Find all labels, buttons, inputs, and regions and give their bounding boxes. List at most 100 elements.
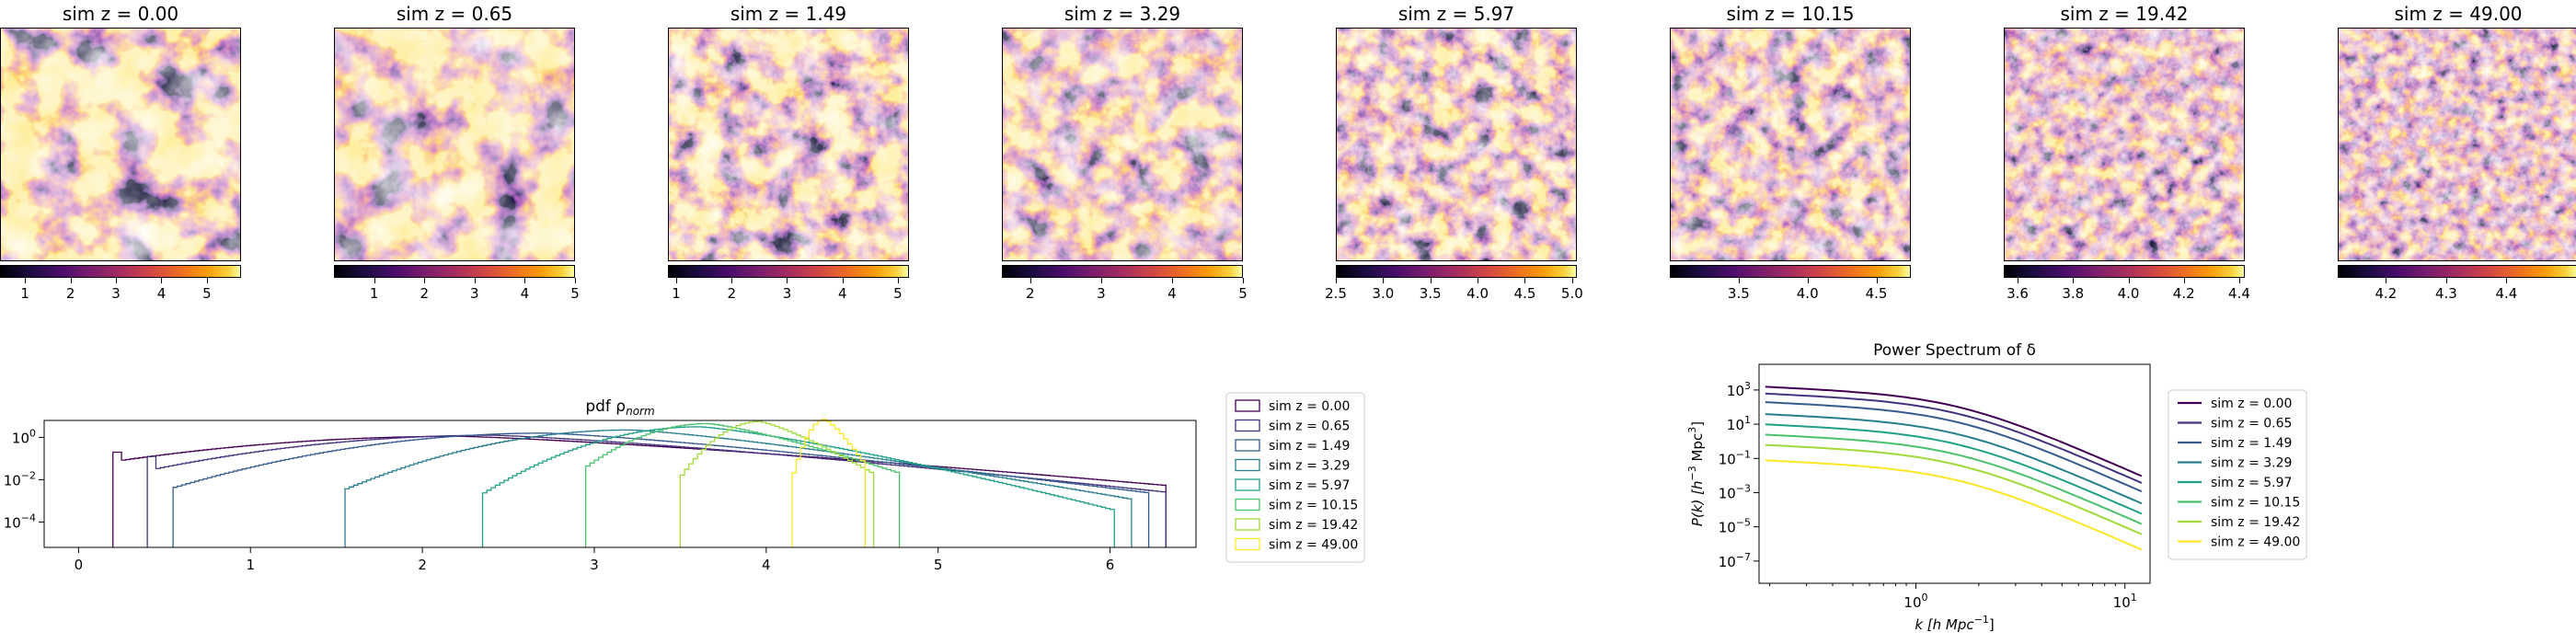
colorbar-tick: [897, 278, 899, 283]
colorbar-ticks: 4.2 4.3 4.4: [2338, 278, 2576, 305]
ps-series-line: [1765, 413, 2143, 505]
ps-title: Power Spectrum of δ: [1873, 341, 2036, 360]
colorbar: [668, 265, 909, 278]
hist-legend: sim z = 0.00 sim z = 0.65 sim z = 1.49 sim …: [1225, 392, 1365, 563]
colorbar: [334, 265, 575, 278]
colorbar-tick-label: 5: [570, 285, 580, 302]
colorbar-tick: [1171, 278, 1173, 283]
ps-series-line: [1765, 433, 2143, 525]
ps-legend-label: sim z = 3.29: [2211, 456, 2292, 471]
ps-series-line: [1765, 443, 2143, 535]
map-title: sim z = 0.65: [396, 3, 513, 25]
ps-legend-label: sim z = 1.49: [2211, 436, 2292, 451]
density-field: [2005, 29, 2244, 260]
colorbar-ticks: 1 2 3 4 5: [334, 278, 580, 305]
density-map-image: [0, 28, 241, 261]
hist-xtick-label: 1: [246, 557, 255, 573]
colorbar-tick-label: 3: [111, 285, 121, 302]
colorbar-tick: [1430, 278, 1432, 283]
density-map-panel: sim z = 1.49 1 2 3 4 5: [668, 0, 909, 313]
hist-legend-frame: [1225, 392, 1365, 563]
colorbar-tick-label: 3.8: [2062, 285, 2085, 302]
map-title: sim z = 3.29: [1064, 3, 1181, 25]
map-title: sim z = 1.49: [730, 3, 847, 25]
ps-ytick-label: 10−7: [1719, 551, 1751, 570]
density-field: [2339, 29, 2576, 260]
colorbar-tick-label: 4.3: [2434, 285, 2457, 302]
colorbar-tick: [524, 278, 526, 283]
colorbar-ticks: 1 2 3 4 5: [0, 278, 241, 305]
density-map-panel: sim z = 19.42 3.6 3.8 4.0 4.2 4.4: [2004, 0, 2250, 313]
density-map-image: [1670, 28, 1911, 261]
hist-series-step: [172, 432, 1150, 547]
ps-xlabel: k [h Mpc−1]: [1915, 614, 1994, 633]
ps-xtick-label: 100: [1903, 592, 1927, 611]
hist-legend-swatch: [1235, 399, 1260, 412]
hist-legend-swatch: [1235, 537, 1260, 551]
density-field: [1671, 29, 1910, 260]
colorbar-tick: [2073, 278, 2075, 283]
colorbar-tick-label: 3: [782, 285, 792, 302]
colorbar: [1670, 265, 1911, 278]
colorbar-tick-label: 3.0: [1372, 285, 1395, 302]
colorbar-tick: [25, 278, 27, 283]
hist-xtick-label: 5: [934, 557, 943, 573]
ps-series-line: [1765, 392, 2143, 484]
hist-legend-label: sim z = 19.42: [1269, 518, 1358, 533]
density-map-panel: sim z = 0.00 1 2 3 4 5: [0, 0, 241, 313]
colorbar-tick-label: 4.4: [2495, 285, 2518, 302]
hist-legend-label: sim z = 3.29: [1269, 459, 1350, 474]
map-title: sim z = 10.15: [1726, 3, 1855, 25]
density-map-image: [2338, 28, 2576, 261]
colorbar-tick: [2506, 278, 2508, 283]
colorbar-tick-label: 5: [893, 285, 903, 302]
colorbar-tick-label: 3: [470, 285, 479, 302]
colorbar-tick: [1100, 278, 1102, 283]
colorbar-tick: [2183, 278, 2185, 283]
ps-series-line: [1765, 459, 2143, 551]
colorbar: [1002, 265, 1243, 278]
hist-legend-swatch: [1235, 419, 1260, 432]
density-map-panel: sim z = 5.97 2.5 3.0 3.5 4.0 4.5 5.0: [1325, 0, 1583, 313]
colorbar-tick-label: 2: [727, 285, 737, 302]
ps-legend-label: sim z = 5.97: [2211, 476, 2292, 490]
colorbar-tick: [1571, 278, 1573, 283]
colorbar-tick: [2238, 278, 2240, 283]
ps-axes-frame: [1758, 363, 2151, 584]
colorbar-tick-label: 2: [1026, 285, 1035, 302]
ps-xtick-label: 101: [2113, 592, 2137, 611]
ps-ytick-label: 10−1: [1719, 448, 1751, 467]
hist-ytick-label: 100: [12, 427, 36, 446]
ps-ylabel: P(k) [h−3 Mpc3]: [1686, 421, 1706, 526]
colorbar-tick-label: 4: [520, 285, 530, 302]
density-map-image: [668, 28, 909, 261]
ps-legend-label: sim z = 49.00: [2211, 535, 2300, 550]
colorbar-tick-label: 4.4: [2228, 285, 2250, 302]
density-field: [1337, 29, 1576, 260]
colorbar-ticks: 2 3 4 5: [1002, 278, 1248, 305]
colorbar-tick-label: 3.5: [1419, 285, 1442, 302]
colorbar-tick: [1336, 278, 1337, 283]
colorbar-tick-label: 4.2: [2375, 285, 2398, 302]
hist-legend-label: sim z = 10.15: [1269, 499, 1358, 513]
ps-series-line: [1765, 423, 2143, 515]
colorbar-tick-label: 4.5: [1865, 285, 1888, 302]
colorbar-tick-label: 5: [202, 285, 212, 302]
colorbar-tick: [1029, 278, 1031, 283]
colorbar-tick: [474, 278, 476, 283]
hist-legend-swatch: [1235, 458, 1260, 472]
colorbar-tick: [787, 278, 788, 283]
colorbar-tick-label: 5: [1238, 285, 1248, 302]
density-map-image: [334, 28, 575, 261]
colorbar-tick-label: 3: [1097, 285, 1106, 302]
colorbar-tick-label: 4.0: [2117, 285, 2140, 302]
hist-series-step: [791, 419, 866, 547]
colorbar-tick-label: 4.2: [2172, 285, 2195, 302]
map-title: sim z = 19.42: [2060, 3, 2189, 25]
colorbar-tick: [731, 278, 733, 283]
hist-legend-swatch: [1235, 478, 1260, 491]
ps-legend-label: sim z = 0.00: [2211, 397, 2292, 411]
hist-series-step: [679, 420, 875, 547]
colorbar: [1336, 265, 1577, 278]
